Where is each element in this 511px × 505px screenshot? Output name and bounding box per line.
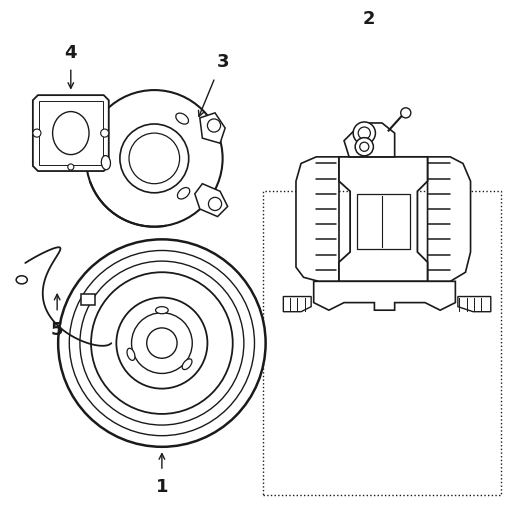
Text: 5: 5 (51, 321, 63, 339)
Polygon shape (283, 297, 311, 312)
Ellipse shape (177, 188, 190, 199)
Circle shape (80, 262, 244, 425)
Polygon shape (33, 96, 109, 172)
Circle shape (68, 165, 74, 171)
Polygon shape (339, 158, 428, 282)
Polygon shape (458, 297, 491, 312)
Circle shape (208, 198, 222, 211)
Polygon shape (344, 124, 394, 158)
Polygon shape (428, 158, 471, 282)
Circle shape (358, 128, 370, 140)
Circle shape (33, 130, 41, 138)
Circle shape (129, 134, 179, 184)
Bar (263, 192, 501, 495)
Circle shape (353, 123, 376, 145)
Circle shape (207, 120, 221, 133)
Text: 2: 2 (363, 10, 376, 28)
Polygon shape (200, 114, 225, 144)
Circle shape (86, 91, 223, 227)
Circle shape (117, 298, 207, 389)
Ellipse shape (101, 156, 110, 170)
Circle shape (120, 125, 189, 193)
Circle shape (401, 109, 411, 119)
Circle shape (360, 143, 369, 152)
Ellipse shape (16, 276, 27, 284)
Circle shape (355, 138, 374, 157)
Ellipse shape (53, 113, 89, 156)
Bar (81, 294, 95, 306)
Text: 1: 1 (156, 477, 168, 495)
Polygon shape (195, 184, 228, 217)
Text: 3: 3 (216, 53, 229, 71)
Circle shape (147, 328, 177, 359)
Ellipse shape (182, 359, 192, 370)
Circle shape (58, 240, 266, 447)
Ellipse shape (127, 348, 135, 361)
Ellipse shape (176, 114, 189, 125)
Circle shape (131, 313, 192, 374)
Polygon shape (357, 194, 410, 250)
Ellipse shape (155, 307, 168, 314)
Circle shape (91, 273, 233, 414)
Text: 4: 4 (64, 43, 77, 62)
Circle shape (69, 251, 254, 436)
Polygon shape (39, 102, 103, 166)
Polygon shape (314, 282, 455, 311)
Polygon shape (296, 158, 339, 282)
Circle shape (101, 130, 109, 138)
